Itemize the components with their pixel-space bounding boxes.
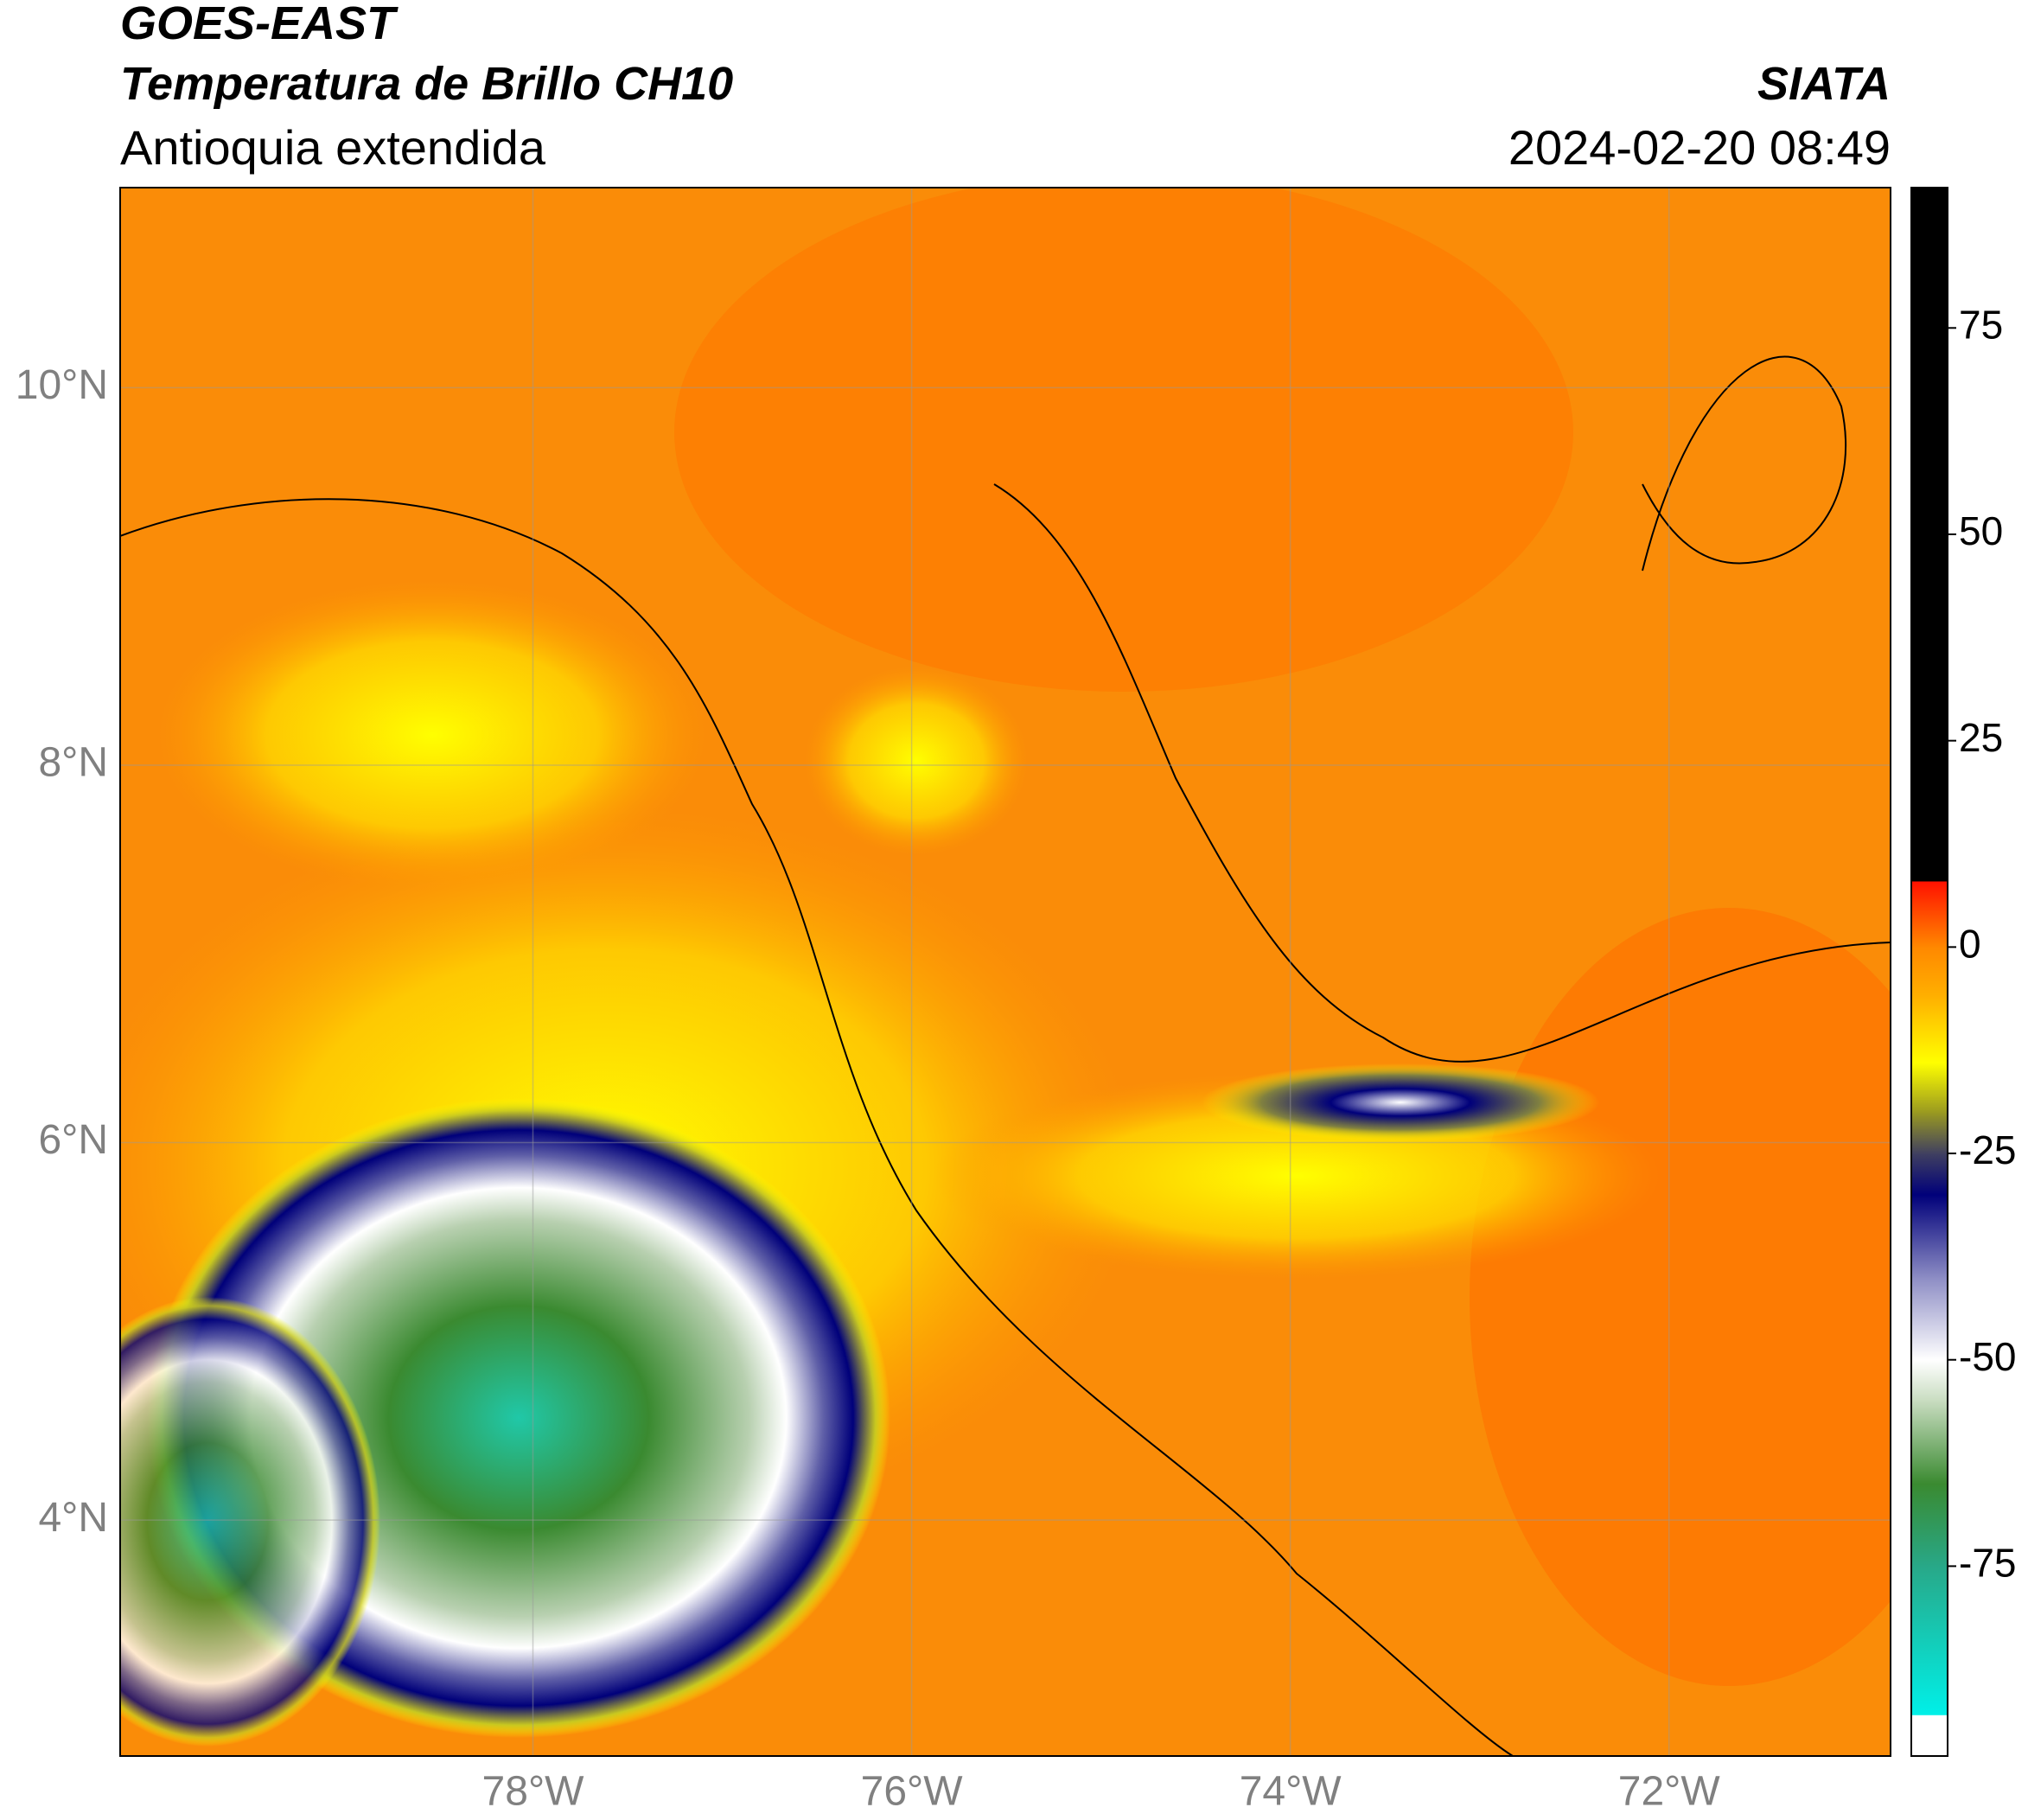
cloud-area — [804, 666, 1029, 856]
grid: 78°W 76°W 74°W 72°W 10°N 8°N 6°N 4°N — [16, 188, 1891, 1815]
colorbar-segment — [1911, 1194, 1948, 1278]
colorbar-segment — [1911, 1063, 1948, 1113]
x-tick-label: 74°W — [1240, 1769, 1342, 1815]
colorbar-segment — [1911, 996, 1948, 1063]
colorbar-segment — [1911, 1566, 1948, 1715]
colorbar-tick-label: 0 — [1959, 922, 1981, 967]
x-tick-label: 78°W — [482, 1769, 585, 1815]
colorbar-segment — [1911, 1401, 1948, 1485]
header: GOES-EAST Temperatura de Brillo CH10 Ant… — [120, 0, 1891, 175]
colorbar-segment — [1911, 1715, 1948, 1757]
datetime: 2024-02-20 08:49 — [1508, 120, 1891, 175]
y-tick-label: 10°N — [16, 362, 108, 408]
colorbar-segment — [1911, 947, 1948, 998]
product-title: Temperatura de Brillo CH10 — [120, 58, 733, 110]
colorbar-segment — [1911, 1277, 1948, 1361]
colorbar-tick-label: -50 — [1959, 1334, 2016, 1379]
y-tick-label: 8°N — [38, 740, 108, 786]
cloud-band — [1202, 1063, 1599, 1141]
satellite-image — [120, 188, 1891, 1756]
agency-name: SIATA — [1757, 58, 1891, 110]
colorbar-segment — [1911, 188, 1948, 882]
colorbar-segment — [1911, 1153, 1948, 1196]
colorbar-tick-label: -75 — [1959, 1541, 2016, 1586]
colorbar-tick-label: 75 — [1959, 302, 2003, 347]
coastline — [1642, 355, 1847, 572]
boundary-line — [993, 483, 1891, 1063]
colorbar: -75 -50 -25 0 25 50 75 — [1911, 188, 2016, 1757]
colorbar-tick-label: 50 — [1959, 508, 2003, 553]
y-tick-label: 4°N — [38, 1495, 108, 1541]
region-name: Antioquia extendida — [120, 120, 546, 175]
x-tick-label: 72°W — [1618, 1769, 1721, 1815]
boundary-line — [120, 498, 1514, 1756]
colorbar-tick-label: -25 — [1959, 1127, 2016, 1172]
warm-area — [674, 188, 1573, 692]
satellite-name: GOES-EAST — [120, 0, 399, 49]
colorbar-segment — [1911, 1112, 1948, 1154]
colorbar-segment — [1911, 880, 1948, 948]
cloud-area — [156, 579, 709, 891]
map-frame — [119, 187, 1891, 1757]
storm-cell — [120, 1297, 380, 1747]
colorbar-frame — [1910, 187, 1948, 1757]
x-tick-label: 76°W — [861, 1769, 964, 1815]
y-tick-label: 6°N — [38, 1117, 108, 1163]
colorbar-tick-label: 25 — [1959, 715, 2003, 760]
colorbar-segment — [1911, 1483, 1948, 1567]
colorbar-segment — [1911, 1359, 1948, 1402]
